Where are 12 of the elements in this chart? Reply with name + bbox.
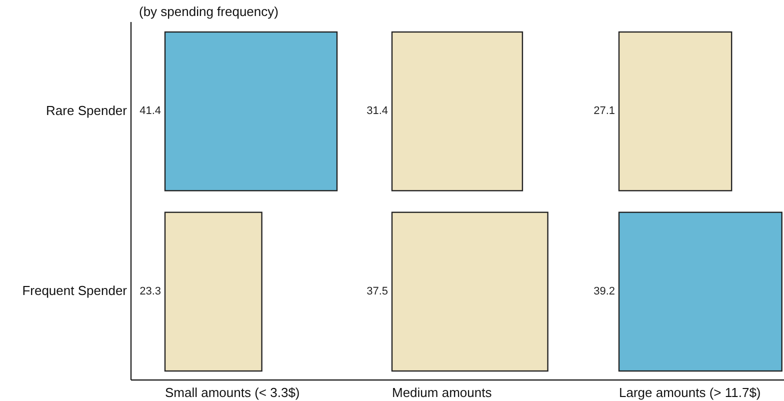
- chart-subtitle: (by spending frequency): [139, 4, 278, 19]
- y-tick-label: Rare Spender: [46, 102, 128, 118]
- x-axis-title: Small amounts (< 3.3$): [165, 385, 300, 400]
- x-axis-title: Medium amounts: [392, 385, 492, 400]
- data-label: 23.3: [140, 286, 161, 298]
- data-label: 39.2: [594, 286, 615, 298]
- data-label: 37.5: [366, 286, 388, 298]
- y-tick-label: Frequent Spender: [22, 283, 128, 298]
- x-axis-title: Large amounts (> 11.7$): [619, 385, 761, 400]
- data-label: 31.4: [366, 105, 388, 118]
- data-label: 41.4: [140, 105, 161, 118]
- data-label: 27.1: [594, 105, 615, 118]
